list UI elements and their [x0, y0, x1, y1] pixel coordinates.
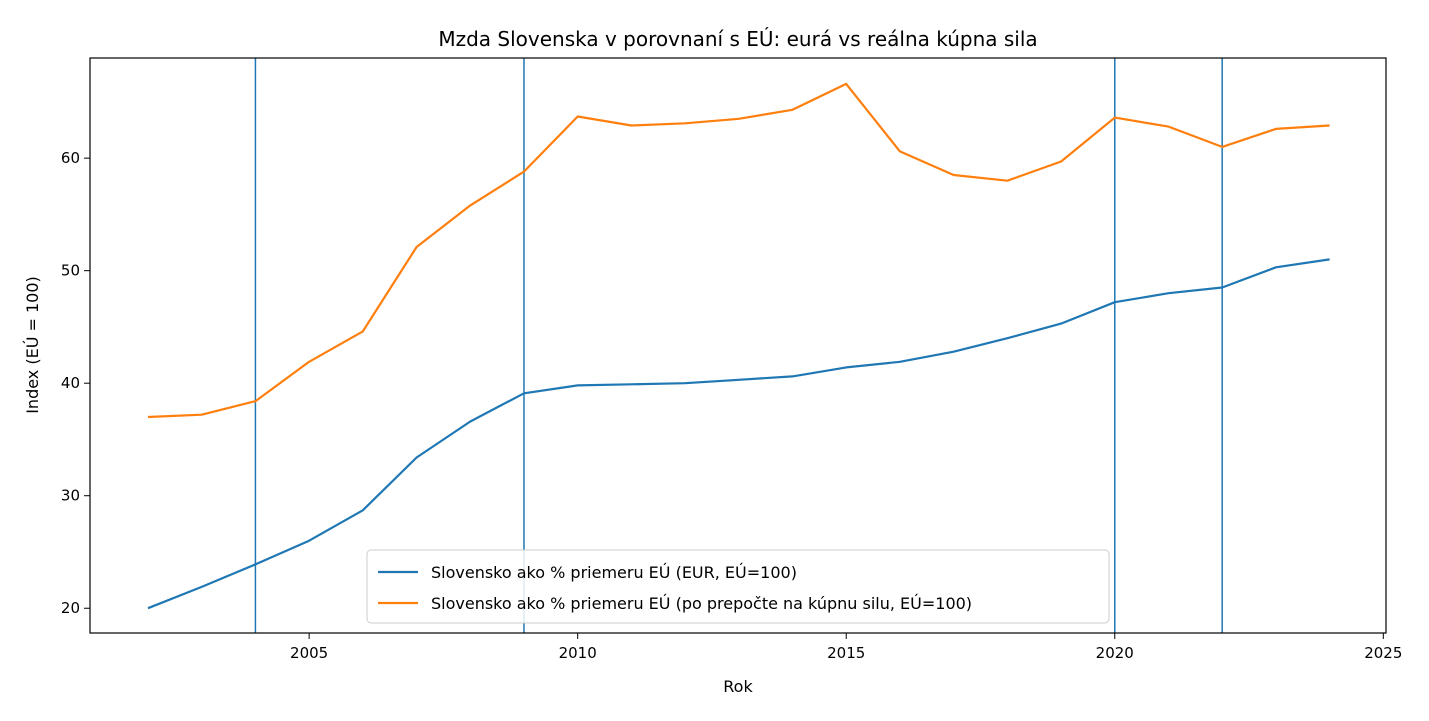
legend-label-ppp: Slovensko ako % priemeru EÚ (po prepočte… — [431, 594, 972, 613]
x-axis-label: Rok — [723, 677, 753, 696]
x-tick-label: 2025 — [1364, 644, 1402, 662]
chart-title: Mzda Slovenska v porovnaní s EÚ: eurá vs… — [438, 27, 1037, 51]
y-tick-label: 30 — [61, 487, 80, 505]
x-tick-label: 2020 — [1096, 644, 1134, 662]
series-line-1 — [147, 82, 1330, 419]
x-tick-label: 2005 — [290, 644, 328, 662]
y-tick-label: 50 — [61, 262, 80, 280]
x-tick-label: 2015 — [827, 644, 865, 662]
y-axis-label: Index (EÚ = 100) — [23, 276, 42, 414]
plot-frame — [89, 57, 1387, 634]
y-tick-label: 20 — [61, 599, 80, 617]
y-tick-label: 60 — [61, 149, 80, 167]
legend: Slovensko ako % priemeru EÚ (EUR, EÚ=100… — [366, 549, 1110, 624]
x-tick-label: 2010 — [559, 644, 597, 662]
series-line-0 — [147, 258, 1330, 610]
legend-label-eur: Slovensko ako % priemeru EÚ (EUR, EÚ=100… — [431, 563, 797, 582]
y-tick-label: 40 — [61, 374, 80, 392]
